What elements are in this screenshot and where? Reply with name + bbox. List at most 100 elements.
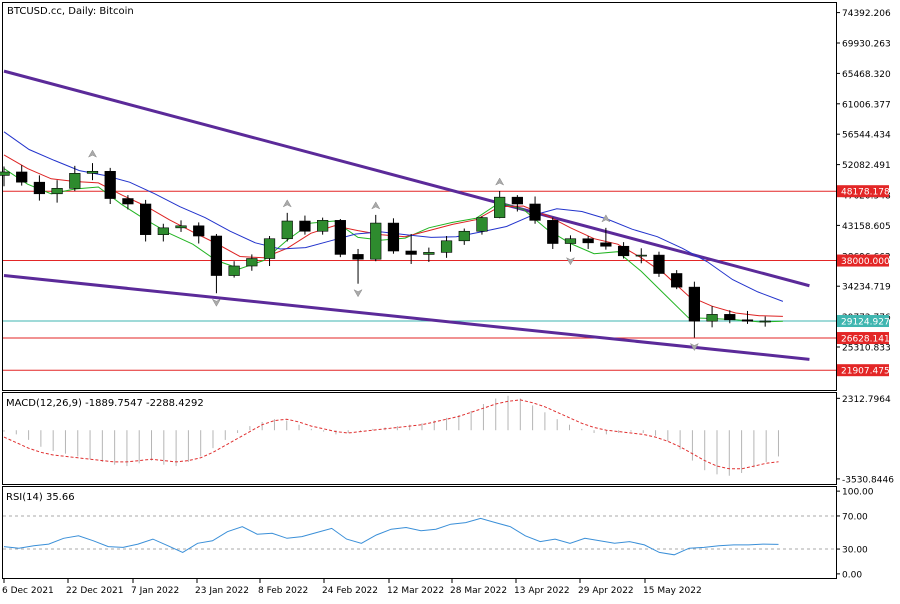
candle-bear: [405, 250, 417, 255]
macd-title: MACD(12,26,9) -1889.7547 -2288.4292: [6, 398, 204, 409]
candle-bull: [759, 320, 771, 323]
main-y-tick-label: 69930.263: [842, 39, 891, 49]
main-panel-frame: [2, 2, 837, 391]
x-tick-label: 23 Jan 2022: [195, 586, 249, 596]
x-tick-label: 22 Dec 2021: [66, 586, 124, 596]
x-tick-label: 28 Mar 2022: [450, 586, 507, 596]
candle-bear: [600, 242, 612, 247]
candle-bull: [281, 220, 293, 240]
rsi-panel-frame: [2, 486, 837, 579]
candle-bear: [547, 220, 559, 244]
main-chart: 74392.206 69930.263 65468.320 61006.377 5654…: [0, 6, 891, 377]
fractal-up-arrow: [282, 199, 292, 208]
rsi-y-tick-label: 0.00: [842, 570, 862, 580]
level-price-tag: [837, 185, 889, 198]
macd-y-tick-label: 2312.7964: [842, 395, 891, 405]
candle-bull: [423, 252, 435, 255]
level-price-label: 26628.141: [841, 335, 890, 345]
x-tick-label: 13 Apr 2022: [514, 586, 570, 596]
main-y-tick-label: 25310.833: [842, 344, 891, 354]
candle-bear: [140, 203, 152, 235]
candle-bull: [564, 238, 577, 244]
candle-bear: [33, 181, 46, 195]
macd-panel-frame: [2, 392, 837, 485]
level-price-tag: [837, 332, 889, 345]
candle-bull: [51, 188, 63, 195]
fractal-up-arrow: [601, 214, 611, 223]
candle-bull: [440, 240, 453, 253]
fractal-down-arrow: [689, 342, 700, 352]
candle-bear: [617, 245, 630, 257]
main-y-tick-label: 52082.491: [842, 161, 891, 171]
main-chart-title: BTCUSD.cc, Daily: Bitcoin: [7, 6, 134, 17]
candle-bull: [157, 227, 169, 235]
x-tick-label: 29 Apr 2022: [578, 586, 634, 596]
macd-chart: 2312.7964 -3530.8446 MACD(12,26,9) -1889.…: [3, 395, 894, 485]
candle-bull: [458, 230, 470, 242]
fractal-up-arrow: [87, 149, 98, 158]
candle-bear: [299, 220, 311, 232]
candle-bull: [370, 222, 382, 260]
main-y-tick-label: 56544.434: [842, 131, 891, 141]
x-tick-label: 7 Jan 2022: [131, 586, 179, 596]
candle-bear: [193, 225, 205, 237]
candle-bear: [210, 235, 223, 276]
candle-bull: [86, 170, 99, 174]
candle-bear: [334, 220, 346, 255]
x-axis: 6 Dec 2021 22 Dec 2021 7 Jan 2022 23 Jan 20…: [2, 578, 702, 596]
candle-bull: [706, 314, 718, 322]
main-y-tick-label: 43158.605: [842, 222, 891, 232]
fractal-up-arrow: [371, 201, 381, 210]
candle-bull: [69, 173, 81, 189]
candle-bull: [228, 265, 240, 276]
main-y-tick-label: 34234.719: [842, 283, 891, 293]
rsi-chart: 100.00 70.00 30.00 0.00 RSI(14) 35.66: [3, 488, 874, 580]
candle-bear: [511, 196, 523, 205]
moving-average-line: [3, 131, 784, 302]
level-price-tag: [837, 315, 889, 328]
candle-bull: [175, 225, 187, 229]
fractal-down-arrow: [565, 257, 576, 266]
fractal-down-arrow: [353, 289, 363, 298]
candle-bear: [104, 170, 116, 199]
main-y-tick-label: 74392.206: [842, 9, 891, 19]
trendline: [3, 69, 810, 288]
rsi-y-tick-label: 70.00: [842, 512, 868, 522]
x-tick-label: 12 Mar 2022: [387, 586, 444, 596]
candle-bear: [352, 254, 364, 260]
rsi-title: RSI(14) 35.66: [6, 492, 75, 503]
candle-bear: [387, 222, 400, 252]
candle-bull: [317, 220, 329, 232]
candle-bear: [582, 238, 594, 244]
level-price-label: 29124.927: [841, 318, 890, 328]
candle-bear: [653, 254, 665, 274]
level-price-tag: [837, 364, 889, 377]
level-price-label: 21907.475: [841, 367, 890, 377]
main-y-tick-label: 65468.320: [842, 70, 891, 80]
macd-y-tick-label: -3530.8446: [842, 475, 894, 485]
level-price-label: 38000.000: [841, 257, 890, 267]
trendline: [3, 274, 810, 361]
rsi-y-tick-label: 100.00: [842, 488, 874, 498]
rsi-line: [3, 517, 779, 556]
candle-bull: [494, 196, 506, 218]
candle-bear: [688, 286, 700, 322]
candle-bull: [0, 171, 10, 176]
fractal-down-arrow: [211, 298, 222, 307]
candle-bull: [263, 238, 276, 259]
candle-bear: [529, 203, 541, 221]
rsi-y-tick-label: 30.00: [842, 546, 868, 556]
candle-bear: [671, 273, 683, 288]
x-tick-label: 15 May 2022: [643, 586, 702, 596]
candle-bear: [724, 314, 736, 321]
macd-signal-line: [3, 399, 779, 470]
x-tick-label: 8 Feb 2022: [258, 586, 308, 596]
main-y-tick-label: 61006.377: [842, 100, 891, 110]
candle-bull: [476, 217, 488, 232]
candle-bear: [741, 319, 754, 322]
fractal-up-arrow: [495, 177, 505, 186]
level-price-label: 48178.178: [841, 188, 890, 198]
x-tick-label: 6 Dec 2021: [2, 586, 54, 596]
